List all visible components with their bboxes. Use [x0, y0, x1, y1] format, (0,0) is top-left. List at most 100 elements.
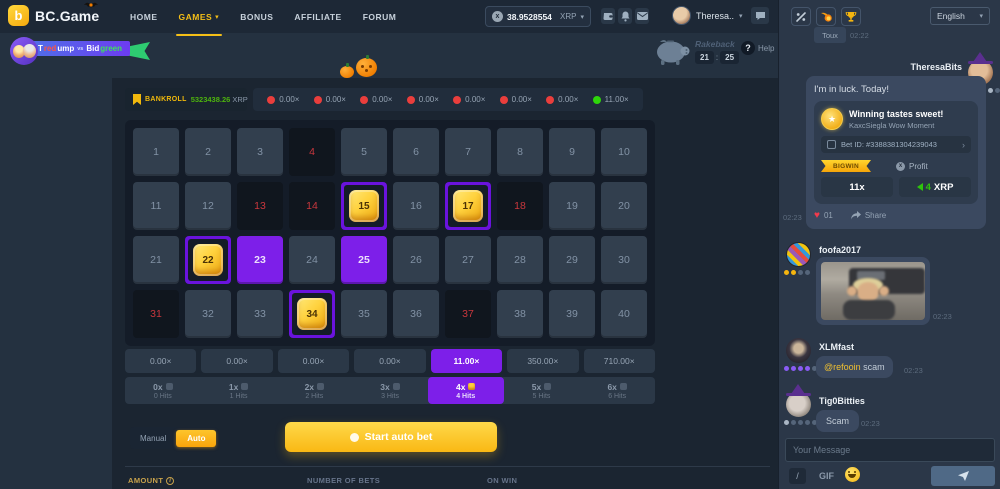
- keno-cell-37[interactable]: 37: [445, 290, 491, 338]
- share-label[interactable]: Share: [864, 211, 887, 220]
- keno-cell-21[interactable]: 21: [133, 236, 179, 284]
- keno-cell-14[interactable]: 14: [289, 182, 335, 230]
- keno-cell-10[interactable]: 10: [601, 128, 647, 176]
- chevron-down-icon: ▾: [215, 13, 220, 21]
- keno-cell-20[interactable]: 20: [601, 182, 647, 230]
- keno-cell-33[interactable]: 33: [237, 290, 283, 338]
- gif-image[interactable]: [821, 262, 925, 320]
- mention-text[interactable]: @refooin: [824, 362, 861, 372]
- start-auto-bet-button[interactable]: Start auto bet: [285, 422, 497, 452]
- keno-cell-13[interactable]: 13: [237, 182, 283, 230]
- keno-cell-39[interactable]: 39: [549, 290, 595, 338]
- keno-cell-9[interactable]: 9: [549, 128, 595, 176]
- auto-mode-button[interactable]: Auto: [176, 429, 217, 447]
- brand-logo-icon: b: [8, 5, 29, 26]
- keno-cell-17[interactable]: 17: [445, 182, 491, 230]
- keno-cell-12[interactable]: 12: [185, 182, 231, 230]
- wallet-button[interactable]: [601, 8, 615, 24]
- keno-cell-5[interactable]: 5: [341, 128, 387, 176]
- keno-cell-26[interactable]: 26: [393, 236, 439, 284]
- keno-cell-31[interactable]: 31: [133, 290, 179, 338]
- trophy-button[interactable]: [841, 7, 861, 26]
- history-item: 0.00×: [360, 95, 392, 104]
- keno-cell-6[interactable]: 6: [393, 128, 439, 176]
- gem-icon: [544, 383, 552, 390]
- history-value: 0.00×: [418, 95, 439, 104]
- send-button[interactable]: [931, 466, 995, 486]
- history-item: 0.00×: [267, 95, 299, 104]
- keno-cell-40[interactable]: 40: [601, 290, 647, 338]
- info-icon[interactable]: i: [166, 476, 175, 485]
- nav-item-affiliate[interactable]: AFFILIATE: [294, 0, 341, 33]
- keno-cell-3[interactable]: 3: [237, 128, 283, 176]
- messages-button[interactable]: [635, 8, 649, 24]
- keno-cell-19[interactable]: 19: [549, 182, 595, 230]
- manual-mode-button[interactable]: Manual: [140, 433, 167, 443]
- keno-cell-38[interactable]: 38: [497, 290, 543, 338]
- chat-username[interactable]: TheresaBits: [910, 62, 962, 72]
- number-of-bets-label: NUMBER OF BETS: [307, 476, 381, 485]
- keno-cell-4[interactable]: 4: [289, 128, 335, 176]
- rain-button[interactable]: [791, 7, 811, 26]
- chat-toggle-button[interactable]: [751, 7, 769, 24]
- rakeback-timer: 21 : 25: [695, 51, 740, 64]
- help-icon[interactable]: ?: [741, 41, 755, 55]
- tier-multiplier: 2x: [305, 382, 325, 392]
- keno-cell-29[interactable]: 29: [549, 236, 595, 284]
- avatar[interactable]: [786, 384, 811, 417]
- bet-id-row[interactable]: Bet ID: #3388381304239043 ›: [821, 136, 971, 153]
- nav-item-home[interactable]: HOME: [130, 0, 158, 33]
- language-selector[interactable]: English ▾: [930, 7, 990, 25]
- history-item: 0.00×: [499, 95, 532, 104]
- keno-cell-35[interactable]: 35: [341, 290, 387, 338]
- chat-username[interactable]: XLMfast: [819, 342, 855, 352]
- gem-icon: 15: [349, 190, 379, 222]
- history-value: 0.00×: [325, 95, 346, 104]
- balance-box[interactable]: x 38.9528554 XRP ▾: [485, 6, 591, 27]
- piggy-bank-icon: [652, 36, 692, 68]
- gif-button[interactable]: GIF: [819, 471, 834, 481]
- emoji-button[interactable]: [845, 467, 860, 482]
- fireball-button[interactable]: [816, 7, 836, 26]
- promo-event-badge[interactable]: [10, 37, 38, 65]
- nav-item-forum[interactable]: FORUM: [363, 0, 397, 33]
- username[interactable]: Theresa..: [696, 11, 735, 21]
- keno-cell-36[interactable]: 36: [393, 290, 439, 338]
- keno-cell-22[interactable]: 22: [185, 236, 231, 284]
- keno-cell-32[interactable]: 32: [185, 290, 231, 338]
- heart-icon[interactable]: ♥: [814, 210, 820, 221]
- nav-item-bonus[interactable]: BONUS: [240, 0, 273, 33]
- avatar[interactable]: [672, 6, 691, 25]
- slash-command-button[interactable]: /: [789, 468, 806, 484]
- keno-cell-18[interactable]: 18: [497, 182, 543, 230]
- brand-logo[interactable]: b BC.Game: [8, 2, 99, 26]
- message-input[interactable]: [793, 445, 987, 455]
- keno-cell-11[interactable]: 11: [133, 182, 179, 230]
- keno-cell-23[interactable]: 23: [237, 236, 283, 284]
- keno-cell-2[interactable]: 2: [185, 128, 231, 176]
- keno-cell-16[interactable]: 16: [393, 182, 439, 230]
- keno-cell-28[interactable]: 28: [497, 236, 543, 284]
- avatar[interactable]: [786, 338, 811, 363]
- avatar[interactable]: [786, 242, 811, 267]
- hit-cell-inner: 34: [292, 293, 332, 335]
- keno-cell-27[interactable]: 27: [445, 236, 491, 284]
- keno-cell-34[interactable]: 34: [289, 290, 335, 338]
- keno-cell-25[interactable]: 25: [341, 236, 387, 284]
- keno-cell-7[interactable]: 7: [445, 128, 491, 176]
- keno-cell-8[interactable]: 8: [497, 128, 543, 176]
- share-icon[interactable]: [850, 211, 861, 220]
- hit-cell-inner: 15: [344, 185, 384, 227]
- chat-sidebar: English ▾ Toux 02:22 TheresaBits I'm in …: [778, 0, 1000, 489]
- chat-username[interactable]: foofa2017: [819, 245, 862, 255]
- chat-username[interactable]: Tig0Bitties: [819, 396, 865, 406]
- keno-cell-1[interactable]: 1: [133, 128, 179, 176]
- nav-item-games[interactable]: GAMES ▾: [175, 0, 222, 36]
- keno-cell-15[interactable]: 15: [341, 182, 387, 230]
- notifications-button[interactable]: [618, 8, 632, 24]
- keno-cell-30[interactable]: 30: [601, 236, 647, 284]
- chevron-down-icon[interactable]: ▾: [739, 13, 743, 20]
- help-label[interactable]: Help: [758, 44, 775, 53]
- keno-cell-24[interactable]: 24: [289, 236, 335, 284]
